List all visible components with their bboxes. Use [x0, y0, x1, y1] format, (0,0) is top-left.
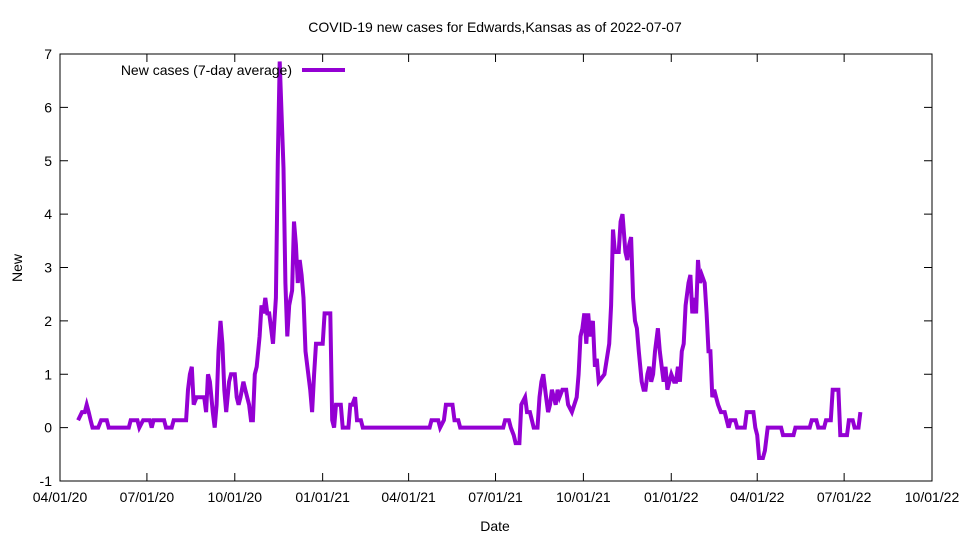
- x-tick-label: 04/01/20: [33, 489, 88, 505]
- x-tick-label: 10/01/20: [208, 489, 263, 505]
- x-tick-label: 01/01/21: [295, 489, 350, 505]
- plot-frame: [59, 53, 933, 482]
- y-tick-label: 2: [44, 313, 52, 329]
- legend-label: New cases (7-day average): [121, 62, 292, 78]
- x-tick-label: 10/01/21: [556, 489, 611, 505]
- x-axis-label: Date: [480, 518, 510, 534]
- y-tick-label: 6: [44, 99, 52, 115]
- chart-title: COVID-19 new cases for Edwards,Kansas as…: [308, 19, 682, 35]
- y-tick-label: 0: [44, 420, 52, 436]
- series-line: [76, 61, 863, 460]
- x-tick-label: 04/01/22: [730, 489, 785, 505]
- x-tick-label: 10/01/22: [905, 489, 960, 505]
- x-tick-label: 07/01/22: [817, 489, 872, 505]
- x-tick-label: 01/01/22: [644, 489, 699, 505]
- y-tick-label: 7: [44, 46, 52, 62]
- series-group: [76, 61, 863, 460]
- legend: New cases (7-day average): [121, 62, 345, 78]
- y-tick-label: 5: [44, 153, 52, 169]
- y-tick-label: 4: [44, 206, 52, 222]
- x-tick-label: 07/01/20: [120, 489, 175, 505]
- x-tick-label: 07/01/21: [468, 489, 523, 505]
- y-tick-label: 3: [44, 260, 52, 276]
- y-tick-label: -1: [40, 473, 53, 489]
- axis-ticks: -1 0 1 2 3 4 5 6 7 04/01/20 07/01/20 10/01/20 01/01/…: [33, 46, 960, 505]
- x-tick-label: 04/01/21: [381, 489, 436, 505]
- y-tick-label: 1: [44, 366, 52, 382]
- y-axis-label: New: [9, 253, 25, 282]
